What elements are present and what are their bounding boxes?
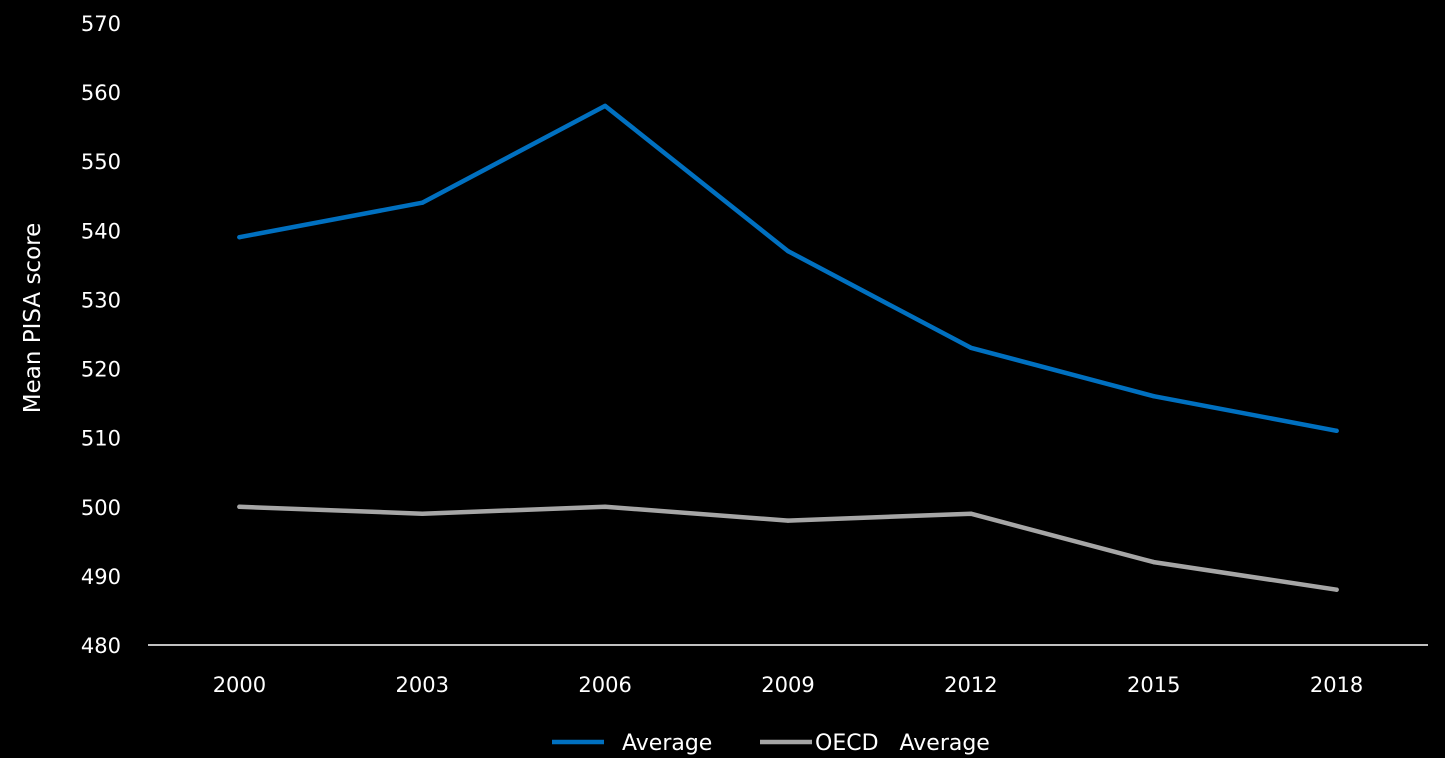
y-axis-ticks: 480 490 500 510 520 530 540 550 560 570 bbox=[81, 12, 121, 658]
x-tick-label: 2000 bbox=[213, 673, 266, 697]
legend-label: Average bbox=[622, 731, 712, 756]
y-tick-label: 550 bbox=[81, 150, 121, 174]
data-point bbox=[969, 346, 973, 350]
data-point bbox=[1334, 588, 1338, 592]
y-tick-label: 520 bbox=[81, 358, 121, 382]
y-tick-label: 490 bbox=[81, 565, 121, 589]
data-point bbox=[786, 518, 790, 522]
data-point bbox=[1334, 429, 1338, 433]
data-point bbox=[420, 511, 424, 515]
legend: Average OECD Average bbox=[552, 731, 990, 756]
data-point bbox=[603, 104, 607, 108]
y-tick-label: 480 bbox=[81, 634, 121, 658]
y-axis-title: Mean PISA score bbox=[20, 223, 46, 414]
x-tick-label: 2018 bbox=[1310, 673, 1363, 697]
x-tick-label: 2015 bbox=[1127, 673, 1180, 697]
x-tick-label: 2006 bbox=[578, 673, 631, 697]
x-tick-label: 2003 bbox=[396, 673, 449, 697]
data-point bbox=[420, 200, 424, 204]
x-tick-label: 2012 bbox=[944, 673, 997, 697]
y-tick-label: 530 bbox=[81, 288, 121, 312]
legend-label: OECD Average bbox=[815, 731, 990, 756]
data-point bbox=[969, 511, 973, 515]
x-tick-label: 2009 bbox=[761, 673, 814, 697]
series-line-average bbox=[239, 106, 1336, 431]
data-point bbox=[603, 505, 607, 509]
y-tick-label: 540 bbox=[81, 219, 121, 243]
data-point bbox=[237, 235, 241, 239]
data-point bbox=[237, 505, 241, 509]
data-point bbox=[1152, 394, 1156, 398]
x-axis-ticks: 2000 2003 2006 2009 2012 2015 2018 bbox=[213, 673, 1364, 697]
y-tick-label: 510 bbox=[81, 427, 121, 451]
y-tick-label: 570 bbox=[81, 12, 121, 36]
series-layer bbox=[237, 104, 1339, 592]
data-point bbox=[1152, 560, 1156, 564]
y-tick-label: 560 bbox=[81, 81, 121, 105]
data-point bbox=[786, 249, 790, 253]
y-tick-label: 500 bbox=[81, 496, 121, 520]
